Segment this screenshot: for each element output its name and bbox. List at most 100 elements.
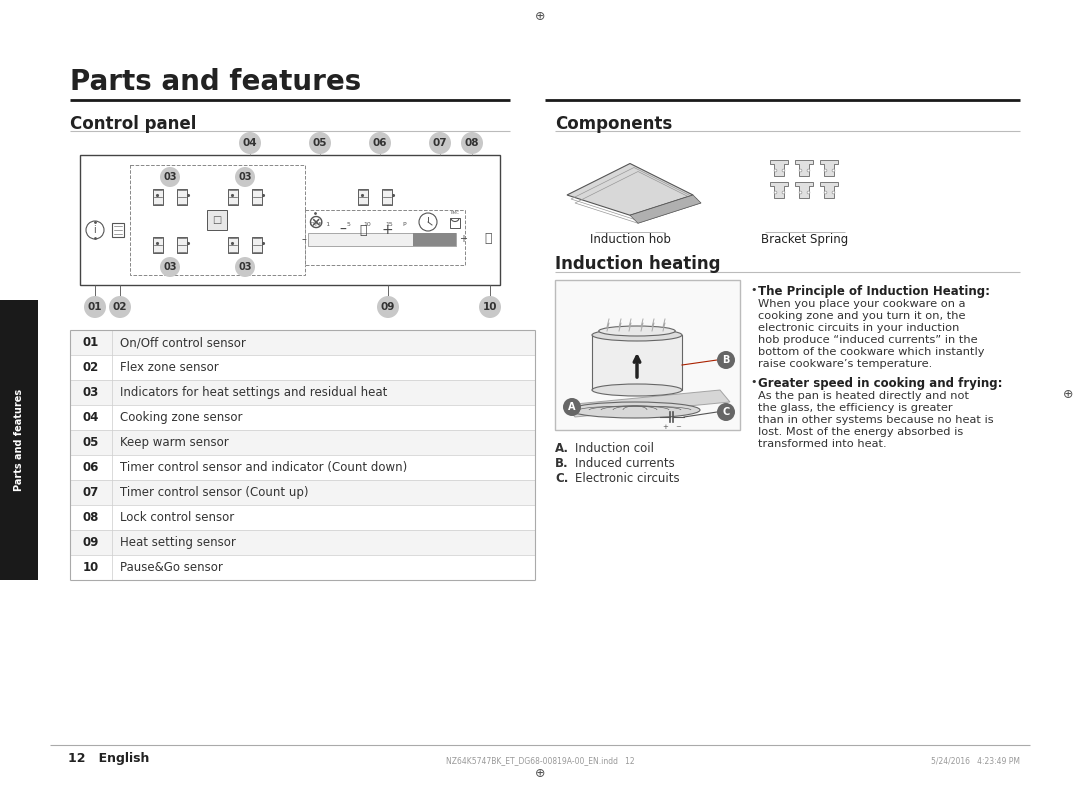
Circle shape	[429, 132, 451, 154]
Bar	[177, 237, 187, 253]
Ellipse shape	[570, 402, 700, 418]
Circle shape	[309, 132, 330, 154]
Text: 03: 03	[239, 262, 252, 272]
Bar	[228, 189, 238, 205]
Bar	[382, 189, 392, 205]
Text: +: +	[662, 424, 667, 430]
Text: Induction heating: Induction heating	[555, 255, 720, 273]
Bar	[253, 237, 262, 253]
Text: 5: 5	[347, 223, 351, 228]
Circle shape	[235, 167, 255, 187]
Text: +: +	[381, 223, 393, 237]
Text: B: B	[723, 355, 730, 365]
Bar	[80, 155, 500, 285]
Bar	[228, 237, 238, 253]
Bar	[70, 530, 535, 555]
Text: When you place your cookware on a: When you place your cookware on a	[758, 299, 966, 309]
Text: 09: 09	[83, 536, 99, 549]
Circle shape	[86, 221, 104, 239]
Text: A.: A.	[555, 442, 569, 455]
Text: 04: 04	[243, 138, 257, 148]
Text: 09: 09	[381, 302, 395, 312]
Text: +: +	[459, 234, 467, 244]
Circle shape	[717, 351, 735, 369]
Text: 03: 03	[163, 172, 177, 182]
Text: Induced currents: Induced currents	[575, 457, 675, 470]
Text: Induction coil: Induction coil	[575, 442, 654, 455]
Text: electronic circuits in your induction: electronic circuits in your induction	[758, 323, 959, 333]
Text: Induction hob: Induction hob	[590, 233, 671, 246]
Polygon shape	[820, 182, 838, 198]
Circle shape	[563, 398, 581, 416]
Text: Parts and features: Parts and features	[14, 389, 24, 491]
Text: 05: 05	[83, 436, 99, 449]
Text: transformed into heat.: transformed into heat.	[758, 439, 887, 449]
Polygon shape	[770, 160, 788, 176]
Text: Timer control sensor and indicator (Count down): Timer control sensor and indicator (Coun…	[120, 461, 407, 474]
Text: Indicators for heat settings and residual heat: Indicators for heat settings and residua…	[120, 386, 388, 399]
Text: Greater speed in cooking and frying:: Greater speed in cooking and frying:	[758, 377, 1002, 390]
Text: A: A	[568, 402, 576, 412]
Text: 10: 10	[483, 302, 497, 312]
Text: hob produce “induced currents” in the: hob produce “induced currents” in the	[758, 335, 977, 345]
Text: •: •	[750, 377, 756, 387]
Ellipse shape	[592, 384, 681, 396]
Ellipse shape	[598, 326, 675, 336]
Text: –: –	[301, 234, 307, 244]
Text: ⦿: ⦿	[360, 224, 367, 236]
Text: Pause&Go sensor: Pause&Go sensor	[120, 561, 222, 574]
Text: ⊗: ⊗	[307, 213, 323, 231]
Text: Cooking zone sensor: Cooking zone sensor	[120, 411, 243, 424]
Text: 06: 06	[83, 461, 99, 474]
Text: raise cookware’s temperature.: raise cookware’s temperature.	[758, 359, 932, 369]
Text: 02: 02	[112, 302, 127, 312]
Text: 5/24/2016   4:23:49 PM: 5/24/2016 4:23:49 PM	[931, 756, 1020, 765]
Bar	[112, 223, 124, 237]
Text: 08: 08	[83, 511, 99, 524]
Text: 04: 04	[83, 411, 99, 424]
Bar	[70, 555, 535, 580]
Circle shape	[419, 213, 437, 231]
Text: 02: 02	[83, 361, 99, 374]
Text: Components: Components	[555, 115, 672, 133]
Text: Parts and features: Parts and features	[70, 68, 361, 96]
Polygon shape	[820, 160, 838, 176]
Polygon shape	[795, 160, 813, 176]
Bar	[70, 380, 535, 405]
Circle shape	[377, 296, 399, 318]
Text: 03: 03	[163, 262, 177, 272]
Circle shape	[239, 132, 261, 154]
Bar	[555, 280, 740, 430]
Text: Timer control sensor (Count up): Timer control sensor (Count up)	[120, 486, 309, 499]
Bar	[0, 300, 38, 580]
Bar	[177, 189, 187, 205]
Circle shape	[480, 296, 501, 318]
Bar	[308, 233, 456, 246]
Text: i: i	[94, 225, 96, 235]
Text: 07: 07	[83, 486, 99, 499]
Text: P: P	[402, 223, 406, 228]
Text: 12   English: 12 English	[68, 752, 149, 765]
Text: Heat setting sensor: Heat setting sensor	[120, 536, 235, 549]
Text: ⊕: ⊕	[535, 767, 545, 780]
Bar	[70, 455, 535, 480]
Ellipse shape	[592, 329, 681, 341]
Text: 06: 06	[373, 138, 388, 148]
Circle shape	[461, 132, 483, 154]
Bar	[70, 405, 535, 430]
Bar	[207, 210, 227, 230]
Text: ~: ~	[675, 424, 680, 430]
Text: cooking zone and you turn it on, the: cooking zone and you turn it on, the	[758, 311, 966, 321]
Text: 10: 10	[83, 561, 99, 574]
Text: 07: 07	[433, 138, 447, 148]
Text: Flex zone sensor: Flex zone sensor	[120, 361, 219, 374]
Bar	[153, 189, 163, 205]
Text: 15: 15	[384, 223, 393, 228]
Polygon shape	[567, 164, 693, 215]
Text: 10: 10	[363, 223, 370, 228]
Text: NZ64K5747BK_ET_DG68-00819A-00_EN.indd   12: NZ64K5747BK_ET_DG68-00819A-00_EN.indd 12	[446, 756, 634, 765]
Text: ⊕: ⊕	[535, 10, 545, 23]
Circle shape	[235, 257, 255, 277]
Circle shape	[160, 257, 180, 277]
Circle shape	[717, 403, 735, 421]
